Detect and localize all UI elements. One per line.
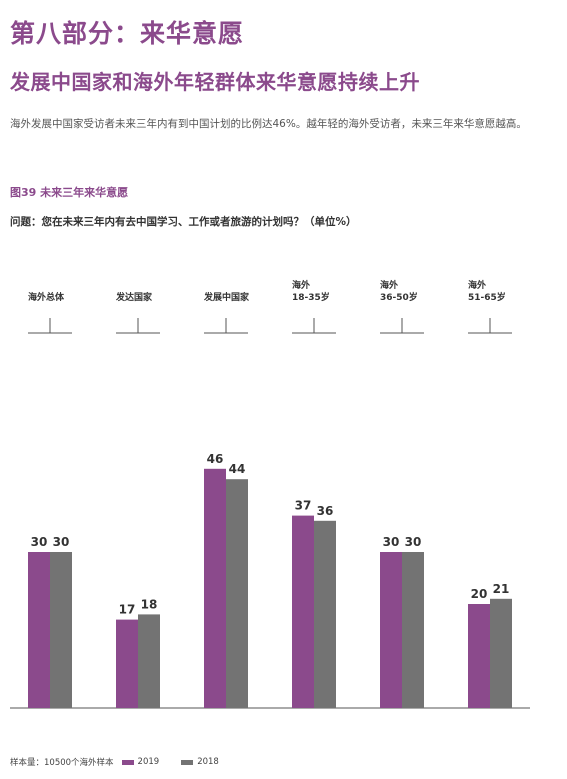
bar-2019 — [380, 552, 402, 708]
bar-2018 — [314, 520, 336, 708]
bar-2018 — [490, 598, 512, 708]
category-label: 海外 — [292, 279, 310, 291]
figure-label: 图39 未来三年来华意愿 — [10, 186, 129, 199]
category-label: 51-65岁 — [468, 291, 506, 303]
data-label-2018: 44 — [229, 462, 246, 476]
data-label-2019: 20 — [471, 587, 488, 601]
data-label-2018: 30 — [53, 535, 70, 549]
data-label-2018: 21 — [493, 582, 510, 596]
bar-2018 — [226, 479, 248, 708]
headline: 发展中国家和海外年轻群体来华意愿持续上升 — [10, 70, 420, 94]
data-label-2018: 18 — [141, 597, 158, 611]
data-label-2018: 30 — [405, 535, 422, 549]
category-label: 海外总体 — [28, 291, 65, 303]
bar-2019 — [292, 515, 314, 708]
question-text: 问题：您在未来三年内有去中国学习、工作或者旅游的计划吗？（单位%） — [10, 216, 357, 228]
bar-2019 — [204, 468, 226, 708]
category-label: 海外 — [468, 279, 486, 291]
intro-text: 海外发展中国家受访者未来三年内有到中国计划的比例达46%。越年轻的海外受访者，未… — [10, 118, 527, 130]
category-label: 发达国家 — [115, 291, 153, 303]
category-label: 发展中国家 — [203, 291, 250, 303]
bar-2019 — [116, 619, 138, 708]
bar-2019 — [468, 604, 490, 708]
legend-label-2018: 2018 — [197, 757, 219, 767]
legend-swatch-2019 — [121, 759, 134, 765]
bar-2018 — [138, 614, 160, 708]
category-label: 18-35岁 — [292, 291, 330, 303]
data-label-2019: 17 — [119, 603, 136, 617]
data-label-2019: 37 — [295, 499, 312, 513]
legend-swatch-2018 — [181, 759, 194, 765]
section-title: 第八部分：来华意愿 — [10, 19, 245, 48]
chart-footer: 样本量：10500个海外样本 2019 2018 — [10, 756, 219, 768]
data-label-2019: 30 — [383, 535, 400, 549]
category-label: 36-50岁 — [380, 291, 418, 303]
data-label-2018: 36 — [317, 504, 334, 518]
bar-2019 — [28, 552, 50, 708]
category-label: 海外 — [380, 279, 398, 291]
bar-2018 — [402, 552, 424, 708]
sample-size-note: 样本量：10500个海外样本 — [10, 758, 114, 768]
legend-label-2019: 2019 — [137, 757, 160, 767]
data-label-2019: 30 — [31, 535, 48, 549]
data-label-2019: 46 — [207, 452, 224, 466]
bar-2018 — [50, 552, 72, 708]
